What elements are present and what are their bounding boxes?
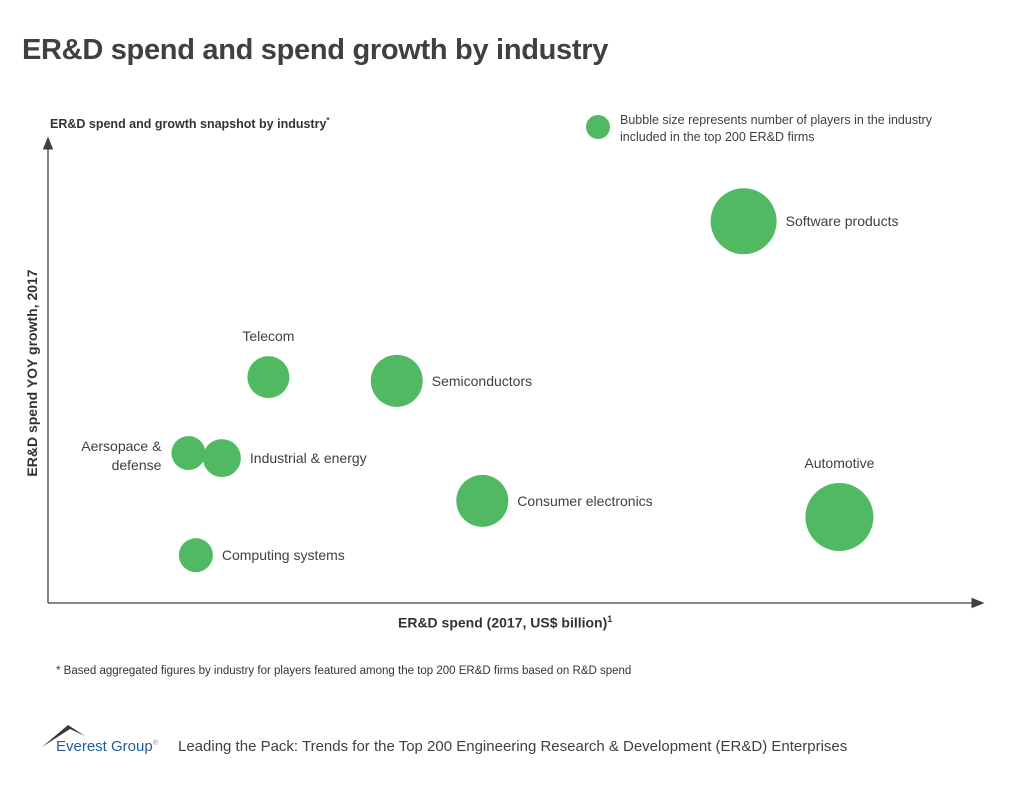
bubble-label: Automotive (804, 455, 874, 471)
bubble-telecom (247, 356, 290, 399)
chart-title-footnote-marker: * (326, 116, 330, 125)
bubble-label: Aersopace & defense (81, 438, 162, 473)
y-axis-label: ER&D spend YOY growth, 2017 (24, 269, 40, 477)
bubble-label: Industrial & energy (250, 450, 367, 466)
bubble-computing-systems (178, 538, 213, 573)
bubble-label: Consumer electronics (517, 493, 652, 509)
legend-bubble (586, 115, 610, 139)
footer-report-title: Leading the Pack: Trends for the Top 200… (178, 738, 848, 755)
x-axis-label-text: ER&D spend (2017, US$ billion) (398, 614, 608, 631)
bubble-software-products (710, 188, 777, 255)
x-axis-label: ER&D spend (2017, US$ billion)1 (398, 614, 612, 631)
bubble-label: Computing systems (222, 547, 345, 563)
logo-registered-mark: ® (152, 740, 158, 747)
chart-title: ER&D spend and growth snapshot by indust… (50, 116, 330, 131)
bubble-label: Semiconductors (432, 373, 532, 389)
bubble-aersopace-defense (171, 436, 206, 471)
bubble-semiconductors (370, 354, 423, 407)
chart-title-text: ER&D spend and growth snapshot by indust… (50, 117, 327, 132)
legend-text: Bubble size represents number of players… (620, 113, 932, 144)
everest-group-logo-icon (42, 725, 85, 747)
bubble-industrial-energy (202, 439, 241, 478)
logo-name: Everest Group (56, 738, 153, 755)
bubble-label: Telecom (242, 328, 294, 344)
bubble-consumer-electronics (456, 474, 509, 527)
footnote: * Based aggregated figures by industry f… (56, 665, 632, 677)
x-axis-label-footnote-marker: 1 (607, 614, 613, 624)
bubble-label: Software products (786, 213, 899, 229)
logo-text: Everest Group® (56, 738, 158, 755)
bubble-automotive (805, 482, 874, 551)
page-title: ER&D spend and spend growth by industry (22, 34, 609, 66)
